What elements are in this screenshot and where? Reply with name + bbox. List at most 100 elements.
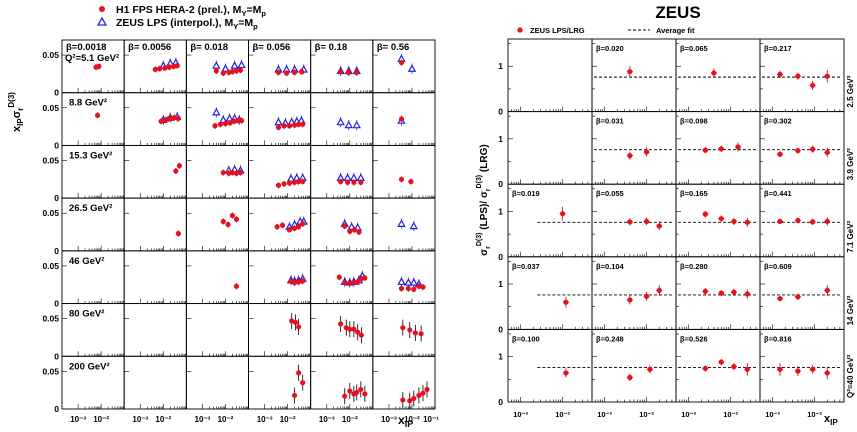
rx-ip: IP [830,418,838,427]
q2-label-right: Q²=40 GeV² [846,354,855,398]
legend-label-sub2: p [253,22,258,31]
zeus-point [352,120,361,129]
y-tick-label: 0.05 [42,314,59,324]
left-panel-r1-c4 [310,92,374,146]
h1-point [347,388,353,394]
h1-point [400,397,406,403]
h1-point [338,321,344,327]
ry-d: (LPS)/ σ [479,191,490,232]
y-tick-label: 0 [498,324,503,334]
y-tick-label: 1 [498,206,503,216]
y-tick-label: 0.05 [42,155,59,165]
h1-point [298,69,305,75]
h1-point [175,230,181,237]
y-tick-label: 0 [54,88,59,98]
zeus-point [397,219,406,227]
ratio-point [824,73,830,79]
ratio-point [731,218,737,225]
ratio-point [744,291,750,297]
ratio-point [702,288,708,294]
legend-label-tail: =M [246,4,261,16]
x-tick-label: 10⁻³ [597,410,612,419]
h1-point [398,176,405,182]
h1-point [342,393,348,399]
left-panel-r2-c3 [248,144,312,199]
x-tick-label: 10⁻² [93,415,109,424]
h1-point [300,380,306,386]
left-panel-r4-c2 [185,250,249,305]
h1-point [416,283,422,289]
ry-e: r [485,188,492,191]
left-panel-r3-c1 [123,197,187,252]
ratio-point [563,370,569,376]
y-tick-label: 0 [54,299,59,309]
h1-point [398,59,405,66]
ratio-point [656,223,662,229]
zeus-point [344,120,353,129]
left-panel-r6-c2 [185,355,249,410]
legend-marker-zeus [96,16,108,26]
h1-point [220,169,226,176]
h1-point [225,221,231,228]
y-tick-label: 1 [498,352,503,362]
beta-label-right: β=0.019 [512,189,540,198]
h1-point [411,395,417,402]
y-tick-label: 0 [54,246,59,256]
x-tick-label: 10⁻³ [257,415,273,424]
ratio-point [810,146,816,152]
h1-point [412,330,418,336]
legend-label-0: H1 FPS HERA-2 (prel.), MY=Mp [116,4,266,18]
ratio-point [627,69,633,75]
h1-point [296,224,302,230]
h1-point [291,225,298,231]
h1-point [291,69,298,75]
x-tick-label: 10⁻² [218,415,234,424]
ratio-point [777,151,783,157]
h1-point [229,69,236,75]
y-title-sigma: σ [11,110,23,118]
legend-label-1: ZEUS LPS (interpol.), MY=Mp [116,17,258,31]
x-tick-label: 10⁻² [404,415,420,424]
h1-point [418,331,424,337]
h1-point [338,69,344,75]
h1-point [238,117,245,124]
h1-point [336,274,342,280]
y-tick-label: 1 [498,279,503,289]
beta-label-right: β=0.055 [596,189,624,198]
x-tick-label: 10⁻² [155,415,171,424]
ratio-point [718,216,724,222]
y-title-ip: IP [16,118,25,126]
rx-x: x [824,413,831,425]
h1-point [166,64,172,70]
h1-point [233,68,240,74]
ratio-point [810,82,816,88]
right-panel-r1-c0 [507,111,593,185]
h1-point [362,391,368,397]
x-tick-label: 10⁻³ [513,410,528,419]
zeus-point [212,107,221,116]
legend-label-sub2: p [261,9,266,18]
h1-point [291,122,298,128]
beta-label-right: β=0.816 [764,334,792,343]
h1-point [175,115,181,121]
x-tick-label: 10⁻³ [681,410,696,419]
legend-label-sub: Y [233,22,238,31]
ratio-point [702,147,708,153]
h1-point [342,223,348,229]
h1-point [96,63,102,69]
x-tick-label: 10⁻² [280,415,296,424]
ratio-point [824,149,830,156]
h1-point [354,69,360,75]
y-tick-label: 1 [498,134,503,144]
y-tick-label: 0 [498,107,503,117]
x-tick-label: 10⁻² [555,410,570,419]
left-panel-r5-c4 [310,303,374,357]
ratio-point [795,294,801,300]
y-tick-label: 0 [498,397,503,407]
ry-b: r [485,246,492,249]
h1-point [354,389,360,396]
x-tick-label: 10⁻² [723,410,738,419]
x-tick-label: 10⁻³ [70,415,86,424]
beta-label-right: β=0.031 [596,117,624,126]
h1-point [362,275,368,281]
